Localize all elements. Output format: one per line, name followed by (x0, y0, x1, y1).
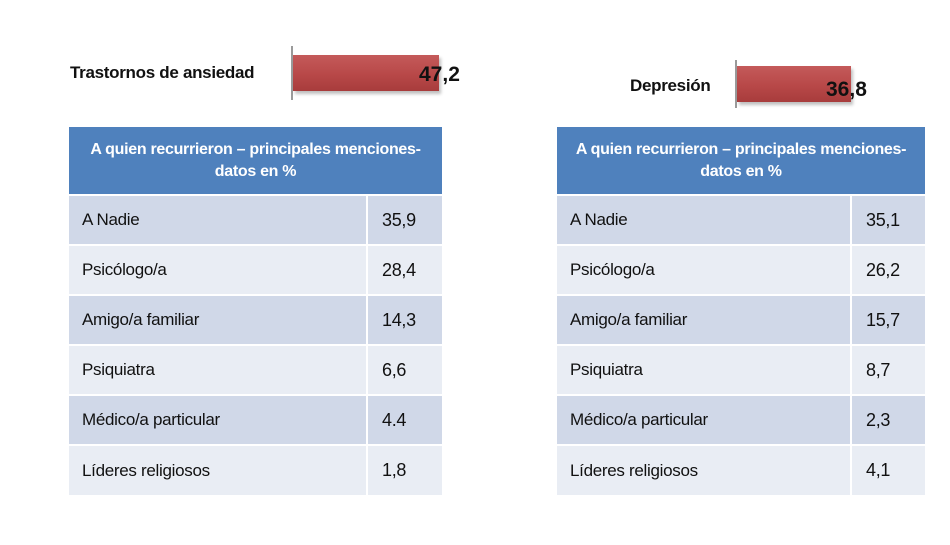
table-row: A Nadie 35,9 (69, 194, 443, 245)
anxiety-indicator-bar (293, 55, 440, 91)
table-row: A Nadie 35,1 (557, 194, 926, 245)
row-value: 4,1 (849, 444, 926, 495)
row-value: 35,9 (365, 194, 443, 245)
anxiety-indicator-axis (291, 46, 293, 100)
table-row: Amigo/a familiar 15,7 (557, 294, 926, 345)
row-category: Líderes religiosos (69, 444, 367, 495)
depression-indicator-bar (737, 66, 852, 102)
row-category: Médico/a particular (557, 394, 851, 445)
row-value: 28,4 (365, 244, 443, 295)
table-row: Psicólogo/a 26,2 (557, 244, 926, 295)
row-category: Amigo/a familiar (557, 294, 851, 345)
table-header: A quien recurrieron – principales mencio… (69, 127, 443, 195)
table-row: Líderes religiosos 4,1 (557, 444, 926, 495)
row-category: Líderes religiosos (557, 444, 851, 495)
table-row: Médico/a particular 2,3 (557, 394, 926, 445)
row-category: A Nadie (557, 194, 851, 245)
row-value: 2,3 (849, 394, 926, 445)
table-header: A quien recurrieron – principales mencio… (557, 127, 926, 195)
table-row: Psiquiatra 8,7 (557, 344, 926, 395)
row-value: 1,8 (365, 444, 443, 495)
row-category: Psicólogo/a (69, 244, 367, 295)
depression-indicator-axis (735, 60, 737, 108)
row-category: Psicólogo/a (557, 244, 851, 295)
row-value: 8,7 (849, 344, 926, 395)
row-category: A Nadie (69, 194, 367, 245)
row-category: Médico/a particular (69, 394, 367, 445)
table-row: Líderes religiosos 1,8 (69, 444, 443, 495)
anxiety-indicator-value: 47,2 (419, 63, 460, 86)
row-value: 15,7 (849, 294, 926, 345)
table-row: Psiquiatra 6,6 (69, 344, 443, 395)
row-value: 6,6 (365, 344, 443, 395)
depression-indicator-value: 36,8 (826, 78, 867, 101)
anxiety-mentions-table: A quien recurrieron – principales mencio… (69, 127, 443, 495)
depression-indicator-label: Depresión (630, 76, 711, 95)
anxiety-indicator-label: Trastornos de ansiedad (70, 63, 255, 82)
row-category: Psiquiatra (69, 344, 367, 395)
table-row: Médico/a particular 4.4 (69, 394, 443, 445)
row-value: 14,3 (365, 294, 443, 345)
table-row: Amigo/a familiar 14,3 (69, 294, 443, 345)
table-row: Psicólogo/a 28,4 (69, 244, 443, 295)
row-category: Psiquiatra (557, 344, 851, 395)
row-value: 4.4 (365, 394, 443, 445)
depression-mentions-table: A quien recurrieron – principales mencio… (557, 127, 926, 495)
row-category: Amigo/a familiar (69, 294, 367, 345)
row-value: 35,1 (849, 194, 926, 245)
row-value: 26,2 (849, 244, 926, 295)
